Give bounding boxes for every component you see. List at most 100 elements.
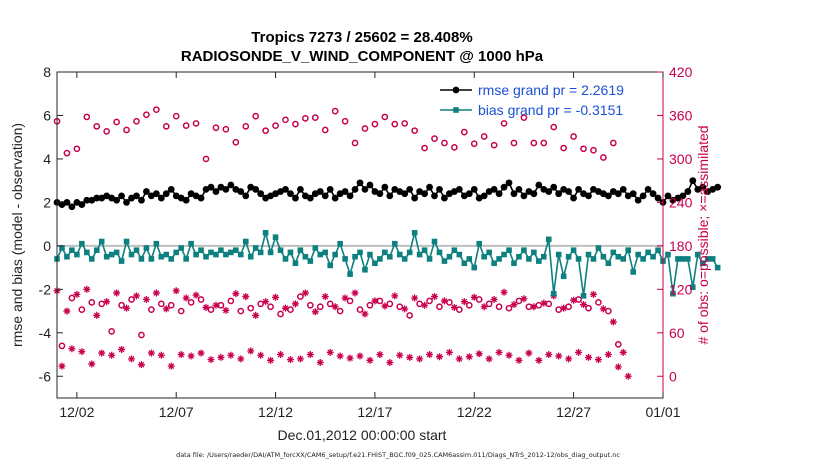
obs-possible-marker (575, 296, 582, 303)
obs-possible-marker (401, 120, 409, 127)
bias-point (377, 256, 383, 262)
obs-assimilated-marker (535, 356, 543, 364)
y2-tick-label: 0 (669, 368, 677, 384)
obs-possible-marker (103, 128, 111, 135)
rmse-point (565, 188, 573, 195)
obs-assimilated-marker (386, 359, 394, 367)
obs-possible-marker (167, 301, 175, 309)
rmse-point (699, 183, 707, 191)
bias-point (59, 245, 65, 251)
bias-point (714, 264, 721, 271)
rmse-point (292, 194, 299, 202)
obs-possible-marker (177, 307, 185, 315)
obs-possible-marker (426, 297, 433, 305)
y-tick-label: -6 (39, 368, 52, 384)
y2-tick-label: 360 (669, 107, 693, 123)
x-tick-label: 12/07 (159, 404, 194, 420)
obs-possible-marker (292, 120, 299, 128)
rmse-point (143, 188, 150, 195)
bias-point (496, 256, 502, 262)
obs-possible-marker (152, 106, 160, 114)
obs-possible-marker (366, 301, 374, 309)
bias-point (387, 253, 393, 260)
obs-assimilated-marker (63, 307, 71, 315)
obs-possible-marker (614, 341, 622, 348)
bias-point (277, 247, 284, 254)
rmse-point (510, 190, 518, 198)
obs-possible-marker (500, 120, 508, 127)
rmse-point (257, 190, 265, 198)
obs-possible-marker (113, 118, 120, 126)
bias-point (650, 253, 656, 260)
obs-assimilated-marker (281, 304, 289, 312)
bias-point (143, 245, 150, 251)
obs-assimilated-marker (351, 289, 359, 297)
bias-point (640, 256, 646, 262)
rmse-point (361, 185, 369, 193)
obs-assimilated-marker (401, 305, 409, 313)
bias-point (257, 249, 264, 256)
obs-assimilated-marker (316, 359, 324, 367)
bias-point (481, 253, 487, 260)
bias-point (64, 253, 70, 260)
bias-point (401, 256, 408, 262)
obs-possible-marker (485, 300, 493, 308)
rmse-point (555, 190, 563, 198)
obs-assimilated-marker (272, 293, 280, 301)
obs-possible-marker (580, 145, 587, 153)
bias-point (540, 253, 547, 260)
bias-point (610, 249, 617, 256)
obs-assimilated-marker (262, 298, 270, 306)
obs-assimilated-marker (366, 356, 374, 364)
obs-assimilated-marker (465, 353, 473, 361)
obs-assimilated-marker (267, 356, 275, 364)
bias-point (516, 253, 522, 260)
bias-point (704, 256, 711, 262)
obs-assimilated-marker (277, 351, 285, 359)
bias-point (247, 253, 254, 260)
obs-assimilated-marker (291, 300, 299, 308)
obs-assimilated-marker (113, 289, 121, 297)
bias-point (198, 247, 204, 254)
bias-point (665, 251, 671, 258)
bias-point (357, 249, 363, 256)
obs-possible-marker (346, 297, 354, 305)
bias-point (128, 251, 135, 258)
obs-possible-marker (371, 120, 379, 128)
rmse-point (93, 194, 101, 202)
rmse-point (381, 183, 389, 191)
bias-point (88, 256, 95, 262)
x-axis-label: Dec.01,2012 00:00:00 start (278, 427, 447, 443)
y-tick-label: 0 (43, 238, 51, 254)
obs-possible-marker (138, 331, 145, 339)
obs-assimilated-marker (172, 287, 180, 295)
bias-point (411, 230, 418, 236)
rmse-point (421, 190, 428, 198)
obs-assimilated-marker (445, 348, 453, 356)
bias-point (153, 240, 160, 247)
rmse-point (83, 196, 91, 204)
bias-point (382, 249, 388, 256)
y2-tick-label: 120 (669, 281, 693, 297)
obs-assimilated-marker (416, 355, 424, 363)
bias-point (565, 253, 572, 260)
obs-possible-marker (545, 300, 553, 308)
bias-point (342, 256, 348, 262)
bias-point (406, 249, 413, 256)
rmse-point (63, 199, 71, 206)
legend-rmse-label: rmse grand pr = 2.2619 (478, 82, 624, 98)
obs-assimilated-marker (306, 351, 314, 359)
x-tick-label: 12/22 (457, 404, 492, 420)
rmse-point (455, 185, 463, 193)
obs-possible-marker (361, 125, 369, 132)
rmse-point (689, 177, 697, 185)
bias-point (307, 258, 314, 264)
obs-possible-marker (441, 139, 448, 147)
obs-assimilated-marker (520, 295, 528, 303)
obs-possible-marker (247, 304, 255, 312)
obs-possible-marker (172, 112, 180, 120)
obs-assimilated-marker (450, 303, 458, 311)
rmse-point (242, 192, 250, 200)
obs-assimilated-marker (311, 308, 319, 316)
